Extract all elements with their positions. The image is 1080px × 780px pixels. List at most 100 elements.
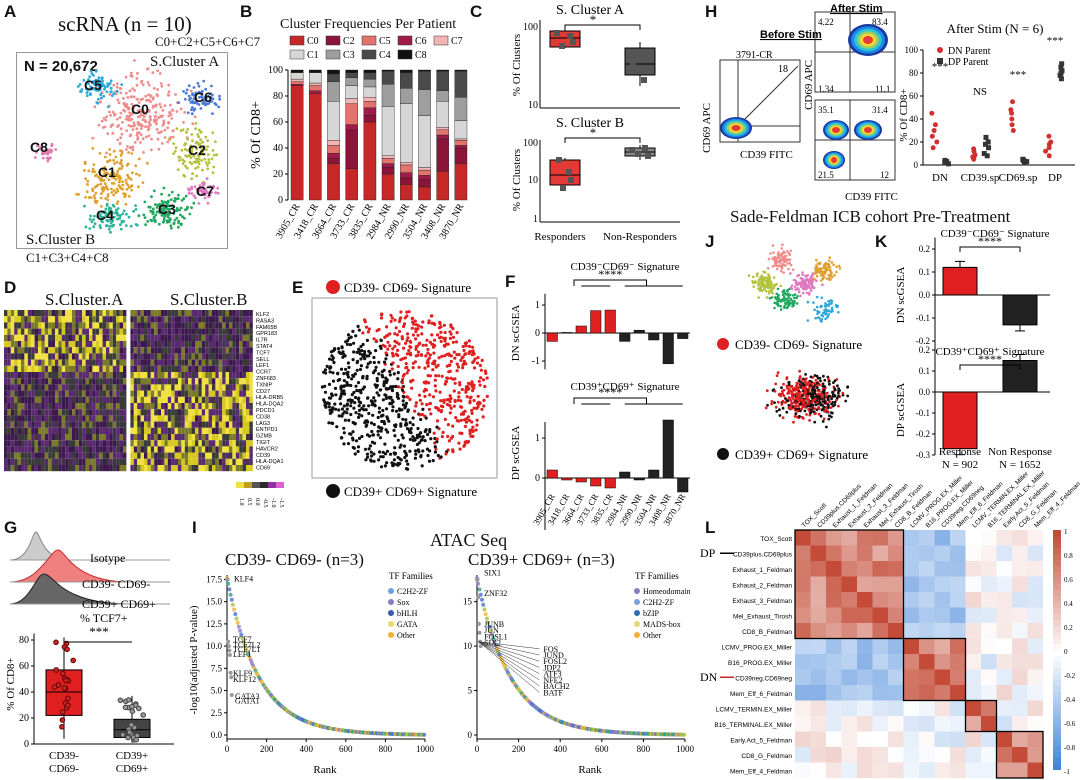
- e-point-dn: [433, 384, 437, 388]
- heatmap-cell: [92, 440, 96, 447]
- c-point: [559, 43, 565, 49]
- heatmap-cell: [21, 465, 25, 472]
- h-tick-label: 40: [909, 114, 919, 124]
- heatmap-cell: [137, 310, 141, 317]
- e-point-dn: [381, 343, 385, 347]
- e-point-dp: [382, 382, 386, 386]
- e-point-dn: [386, 347, 390, 351]
- heatmap-cell: [123, 403, 127, 410]
- umap-point-c0: [131, 148, 135, 152]
- heatmap-cell: [161, 365, 165, 372]
- heatmap-cell: [157, 359, 161, 366]
- heatmap-cell: [174, 365, 178, 372]
- heatmap-cell: [38, 446, 42, 453]
- heatmap-cell: [215, 384, 219, 391]
- heatmap-cell: [188, 452, 192, 459]
- heatmap-cell: [232, 458, 236, 465]
- e-point-dn: [426, 351, 430, 355]
- umap-point-c7: [190, 185, 194, 189]
- heatmap-cell: [82, 452, 86, 459]
- heatmap-cell: [201, 390, 206, 397]
- i-tick-label: 400: [553, 744, 567, 754]
- umap-point-c1: [130, 152, 134, 155]
- e-point-dn: [455, 362, 459, 366]
- umap-point-c1: [92, 194, 96, 198]
- heatmap-cell: [157, 415, 161, 422]
- e-point-dn: [443, 354, 447, 358]
- heatmap-cell: [51, 427, 55, 434]
- heatmap-cell: [154, 365, 158, 372]
- heatmap-cell: [137, 372, 141, 379]
- umap-point-c5: [94, 69, 98, 73]
- i-left-xlabel: Rank: [313, 764, 337, 776]
- c-boxplots: S. Cluster A S. Cluster B * * % Of Clust…: [511, 3, 680, 243]
- heatmap-cell: [75, 390, 79, 397]
- heatmap-cell: [246, 390, 250, 397]
- umap-point-c0: [117, 101, 121, 105]
- heatmap-cell: [24, 465, 28, 472]
- umap-point-c4: [105, 204, 109, 207]
- e-point-dp: [362, 408, 366, 412]
- e-point-dp: [388, 369, 392, 374]
- heatmap-cell: [24, 341, 28, 348]
- umap-point-c0: [160, 142, 164, 145]
- umap-point-c5: [107, 105, 110, 109]
- umap-point-c1: [127, 151, 130, 154]
- e-point-dp: [345, 342, 350, 346]
- heatmap-cell: [249, 378, 253, 385]
- heatmap-cell: [58, 396, 62, 403]
- umap-point-c6: [185, 88, 189, 92]
- e-point-dn: [428, 401, 432, 406]
- heatmap-cell: [14, 409, 18, 416]
- heatmap-cell: [41, 427, 45, 434]
- heatmap-cell: [201, 434, 206, 441]
- umap-point-c0: [132, 95, 136, 99]
- heatmap-cell: [123, 421, 127, 428]
- heatmap-cell: [78, 465, 83, 472]
- heatmap-cell: [21, 384, 25, 391]
- legend-swatch-c5: [361, 35, 377, 46]
- heatmap-cell: [235, 372, 240, 379]
- heatmap-cell: [109, 378, 113, 385]
- umap-point-c0: [144, 135, 148, 139]
- umap-point-c0: [137, 120, 140, 124]
- heatmap-cell: [38, 347, 42, 354]
- heatmap-cell: [78, 341, 83, 348]
- heatmap-cell: [167, 434, 172, 441]
- heatmap-cell: [72, 403, 76, 410]
- heatmap-cell: [75, 446, 79, 453]
- bar-segment: [381, 163, 395, 168]
- heatmap-cell: [242, 365, 246, 372]
- heatmap-cell: [229, 334, 233, 341]
- heatmap-cell: [137, 403, 141, 410]
- heatmap-cell: [89, 384, 93, 391]
- heatmap-cell: [61, 310, 66, 317]
- umap-point-c7: [195, 188, 199, 191]
- heatmap-cell: [51, 341, 55, 348]
- heatmap-cell: [171, 372, 175, 379]
- heatmap-cell: [229, 396, 233, 403]
- umap-point-c1: [125, 187, 129, 191]
- heatmap-cell: [61, 452, 66, 459]
- h-flow-cytometry: Before Stim After Stim 3791-CR CD69 APC …: [701, 3, 898, 203]
- f-bracket: [573, 397, 647, 404]
- heatmap-cell: [14, 390, 18, 397]
- heatmap-cell: [147, 403, 151, 410]
- panel-label-i: I: [192, 518, 197, 537]
- heatmap-cell: [137, 384, 141, 391]
- heatmap-cell: [48, 415, 52, 422]
- e-point-dp: [414, 452, 418, 456]
- heatmap-cell: [181, 390, 185, 397]
- heatmap-cell: [85, 378, 89, 385]
- heatmap-cell: [89, 415, 93, 422]
- bar-segment: [454, 97, 468, 121]
- c-point: [570, 39, 576, 45]
- heatmap-cell: [249, 334, 253, 341]
- heatmap-cell: [85, 403, 89, 410]
- e-point-dn: [451, 448, 455, 453]
- umap-point-c3: [179, 223, 183, 227]
- heatmap-cell: [225, 415, 229, 422]
- i-legend-dot: [388, 588, 394, 594]
- heatmap-cell: [225, 434, 229, 441]
- heatmap-cell: [55, 365, 59, 372]
